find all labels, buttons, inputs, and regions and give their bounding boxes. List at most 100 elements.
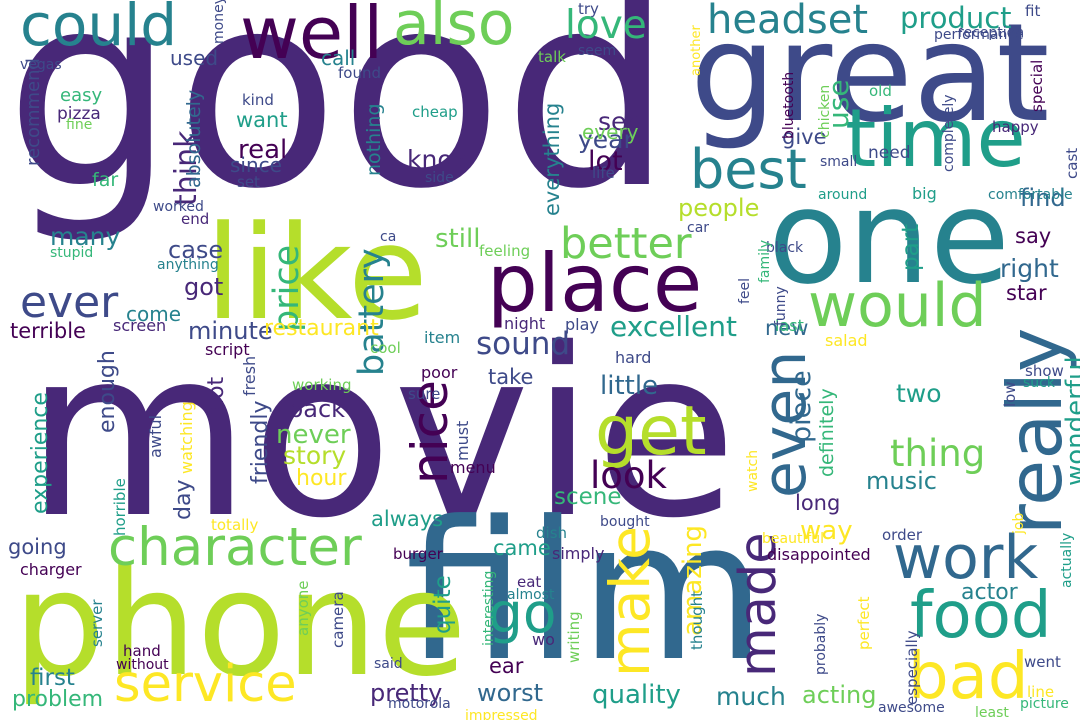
cloud-word: story [283, 441, 347, 470]
cloud-word: back [288, 395, 346, 423]
cloud-word: disappointed [767, 545, 871, 564]
cloud-word: watching [177, 401, 196, 474]
cloud-word: cool [370, 339, 401, 357]
cloud-word: motorola [388, 696, 451, 712]
cloud-word: always [371, 507, 444, 531]
cloud-word: want [236, 108, 288, 132]
cloud-word: place [487, 237, 703, 330]
cloud-word: long [795, 491, 841, 515]
cloud-word: better [560, 219, 692, 269]
cloud-word: sure [408, 385, 441, 403]
cloud-word: one [768, 161, 1010, 313]
cloud-word: bad [908, 640, 1029, 714]
cloud-word: screen [113, 316, 167, 335]
cloud-word: feeling [479, 242, 531, 260]
cloud-word: comfortable [988, 187, 1073, 203]
cloud-word: bought [600, 514, 650, 530]
cloud-word: thing [890, 432, 986, 475]
cloud-word: hour [296, 466, 347, 491]
cloud-word: phone [13, 540, 467, 709]
cloud-word: would [808, 271, 987, 341]
cloud-word: know [407, 145, 474, 174]
cloud-word: actually [1059, 532, 1075, 588]
cloud-word: look [590, 454, 667, 497]
cloud-word: product [900, 1, 1012, 35]
cloud-word: said [374, 656, 403, 672]
cloud-word: without [116, 657, 169, 673]
cloud-word: another [689, 25, 704, 76]
cloud-word: salad [825, 331, 868, 350]
cloud-word: come [126, 302, 182, 326]
cloud-word: especially [903, 630, 921, 705]
cloud-word: funny [773, 286, 789, 326]
cloud-word: need [868, 143, 911, 163]
cloud-word: burger [393, 545, 443, 563]
cloud-word: script [205, 340, 250, 359]
cloud-word: friendly [248, 400, 273, 484]
cloud-word: came [493, 536, 551, 560]
cloud-word: ever [20, 277, 119, 328]
cloud-word: new [765, 316, 809, 340]
cloud-word: thought [688, 591, 706, 650]
cloud-word: talk [538, 48, 566, 66]
cloud-word: cast [1063, 147, 1080, 179]
cloud-word: line [1027, 683, 1055, 701]
cloud-word: performance [934, 27, 1024, 43]
cloud-word: headset [707, 0, 868, 43]
cloud-word: love [565, 3, 647, 48]
cloud-word: part [898, 223, 924, 271]
cloud-word: pretty [370, 679, 443, 707]
cloud-word: show [1025, 362, 1064, 380]
cloud-word: low [1001, 381, 1019, 407]
cloud-word: day [171, 479, 196, 520]
cloud-word: server [88, 599, 106, 647]
cloud-word: probably [813, 613, 829, 675]
cloud-word: take [488, 365, 534, 389]
cloud-word: feel [737, 277, 753, 304]
cloud-word: night [504, 314, 546, 333]
cloud-word: well [240, 0, 384, 75]
cloud-word: ca [380, 229, 397, 245]
cloud-word: worked [153, 199, 204, 215]
cloud-word: experience [28, 392, 53, 514]
cloud-word: enough [95, 350, 120, 433]
cloud-word: got [184, 273, 224, 301]
cloud-word: fresh [240, 355, 259, 396]
cloud-word: around [818, 187, 868, 203]
cloud-word: service [114, 655, 297, 714]
cloud-word: money [211, 0, 227, 44]
cloud-word: food [910, 579, 1052, 653]
cloud-word: perfect [855, 596, 873, 650]
cloud-word: side [425, 170, 454, 186]
cloud-word: camera [329, 591, 347, 648]
cloud-word: dish [536, 524, 568, 542]
cloud-word: watch [745, 449, 761, 492]
cloud-word: suck [1023, 375, 1055, 391]
cloud-word: lot [588, 146, 623, 177]
cloud-word: plot [204, 376, 229, 419]
cloud-word: job [1011, 512, 1027, 534]
cloud-word: must [453, 420, 472, 461]
cloud-word: little [600, 371, 659, 401]
cloud-word: least [975, 705, 1009, 720]
cloud-word: poor [421, 363, 458, 382]
cloud-word: far [92, 169, 119, 191]
cloud-word: every [582, 120, 639, 144]
cloud-word: many [50, 222, 121, 251]
cloud-word: found [338, 64, 381, 82]
cloud-word: anything [157, 257, 219, 273]
cloud-word: find [1020, 184, 1066, 212]
cloud-word: star [1006, 281, 1047, 305]
cloud-word: make [598, 525, 662, 677]
cloud-word: movie [25, 299, 738, 569]
cloud-word: also [393, 0, 515, 59]
cloud-word: since [230, 153, 282, 177]
cloud-word: beautiful [762, 531, 825, 547]
cloud-word: go [488, 581, 557, 645]
cloud-word: big [912, 184, 937, 203]
cloud-word: chicken [817, 84, 833, 138]
cloud-word: fine [66, 117, 93, 133]
cloud-word: old [869, 82, 892, 100]
cloud-word: much [716, 682, 786, 711]
cloud-word: good [5, 0, 674, 248]
